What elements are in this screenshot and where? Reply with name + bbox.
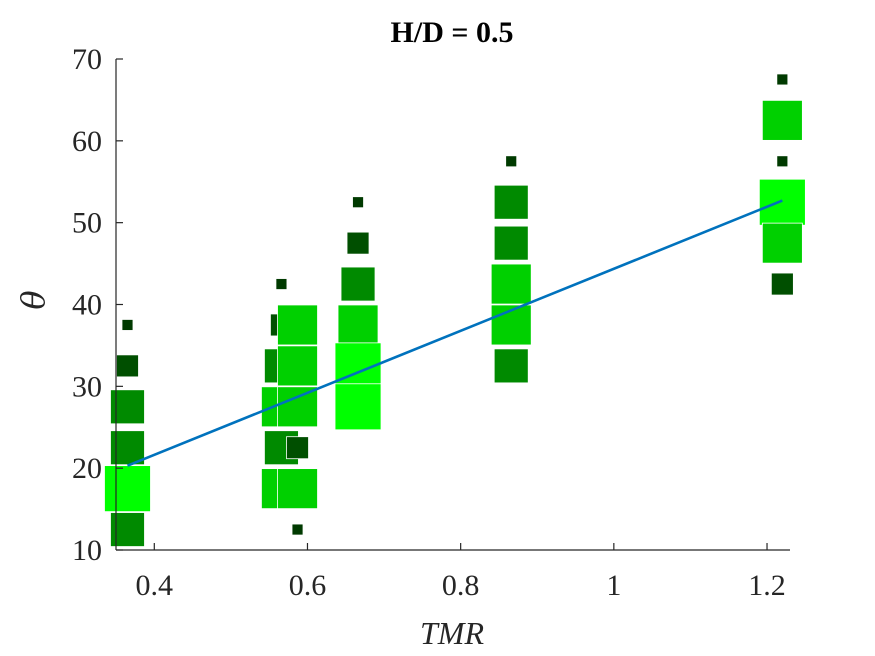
data-point-19 <box>346 231 370 255</box>
data-point-4 <box>104 465 151 513</box>
data-point-35 <box>770 272 794 296</box>
y-axis-label: θ <box>14 290 52 309</box>
fit-line-layer <box>127 199 783 467</box>
y-tick-label-3: 40 <box>72 289 102 322</box>
data-point-25 <box>493 184 529 220</box>
data-point-0 <box>121 319 134 331</box>
data-point-15 <box>286 436 309 460</box>
data-point-1 <box>116 354 139 378</box>
data-point-31 <box>761 99 803 141</box>
data-point-24 <box>505 155 518 168</box>
data-point-32 <box>776 155 789 168</box>
data-point-14 <box>277 386 318 428</box>
x-tick-label-3: 1 <box>606 569 621 602</box>
data-point-30 <box>776 73 789 86</box>
x-tick-label-4: 1.2 <box>748 569 786 602</box>
data-point-12 <box>277 304 318 346</box>
data-point-23 <box>334 383 382 431</box>
data-point-13 <box>277 345 318 387</box>
x-tick-label-2: 0.8 <box>442 569 480 602</box>
y-tick-label-5: 60 <box>72 125 102 158</box>
y-tick-label-1: 20 <box>72 452 102 485</box>
data-point-17 <box>291 523 304 536</box>
data-point-33 <box>758 178 806 226</box>
y-tick-label-0: 10 <box>72 534 102 567</box>
x-tick-label-1: 0.6 <box>289 569 327 602</box>
data-point-27 <box>490 263 532 305</box>
data-point-34 <box>761 222 803 264</box>
axes-layer: 0.4 0.6 0.8 1 1.2 10 20 30 40 50 60 70 <box>72 43 790 602</box>
x-tick-label-0: 0.4 <box>136 569 174 602</box>
markers-layer <box>104 73 806 547</box>
data-point-16 <box>277 468 318 510</box>
y-tick-label-6: 70 <box>72 43 102 76</box>
data-point-21 <box>337 304 379 346</box>
fit-line <box>127 199 783 467</box>
y-tick-label-4: 50 <box>72 207 102 240</box>
data-point-29 <box>493 348 529 384</box>
data-point-26 <box>493 225 529 261</box>
data-point-6 <box>275 278 288 290</box>
data-point-18 <box>352 196 364 209</box>
x-axis-label: TMR <box>420 615 484 651</box>
data-point-20 <box>340 266 376 302</box>
chart-title: H/D = 0.5 <box>391 16 514 49</box>
y-tick-label-2: 30 <box>72 370 102 403</box>
